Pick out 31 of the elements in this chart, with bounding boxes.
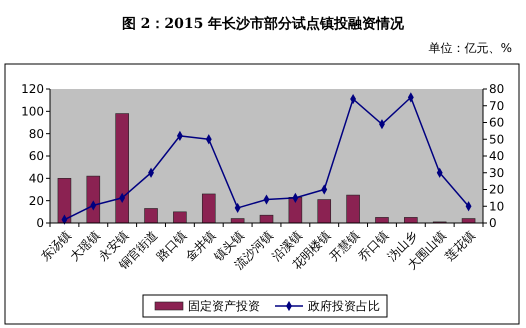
bar (260, 214, 274, 224)
y-tick-label: 120 (21, 82, 44, 96)
bar (58, 178, 72, 224)
y-tick-label: 0 (36, 216, 44, 230)
y2-tick-label: 10 (489, 199, 504, 214)
bar (375, 217, 389, 224)
bar (462, 218, 476, 224)
bar (144, 208, 158, 224)
bar (173, 212, 187, 224)
legend-label: 政府投资占比 (308, 299, 380, 314)
y2-tick-label: 40 (489, 149, 504, 164)
bar (202, 194, 216, 224)
y2-tick-label: 80 (489, 82, 504, 96)
bar (115, 113, 129, 224)
bar (317, 199, 332, 224)
y2-tick-label: 30 (489, 166, 504, 180)
y2-tick-label: 20 (489, 182, 504, 197)
legend-label: 固定资产投资 (188, 299, 260, 314)
y-tick-label: 20 (28, 194, 44, 208)
chart-title: 图 2：2015 年长沙市部分试点镇投融资情况 (122, 15, 406, 32)
chart-subtitle: 单位：亿元、% (428, 41, 512, 55)
y-tick-label: 60 (28, 149, 44, 164)
y2-tick-label: 0 (489, 216, 497, 230)
bar (86, 176, 100, 224)
y2-tick-label: 50 (489, 132, 504, 146)
y2-tick-label: 70 (489, 98, 504, 113)
y-tick-label: 40 (28, 172, 44, 186)
y2-tick-label: 60 (489, 116, 504, 130)
y-tick-label: 80 (28, 126, 44, 141)
y-tick-label: 100 (21, 104, 44, 119)
bar (346, 194, 360, 224)
